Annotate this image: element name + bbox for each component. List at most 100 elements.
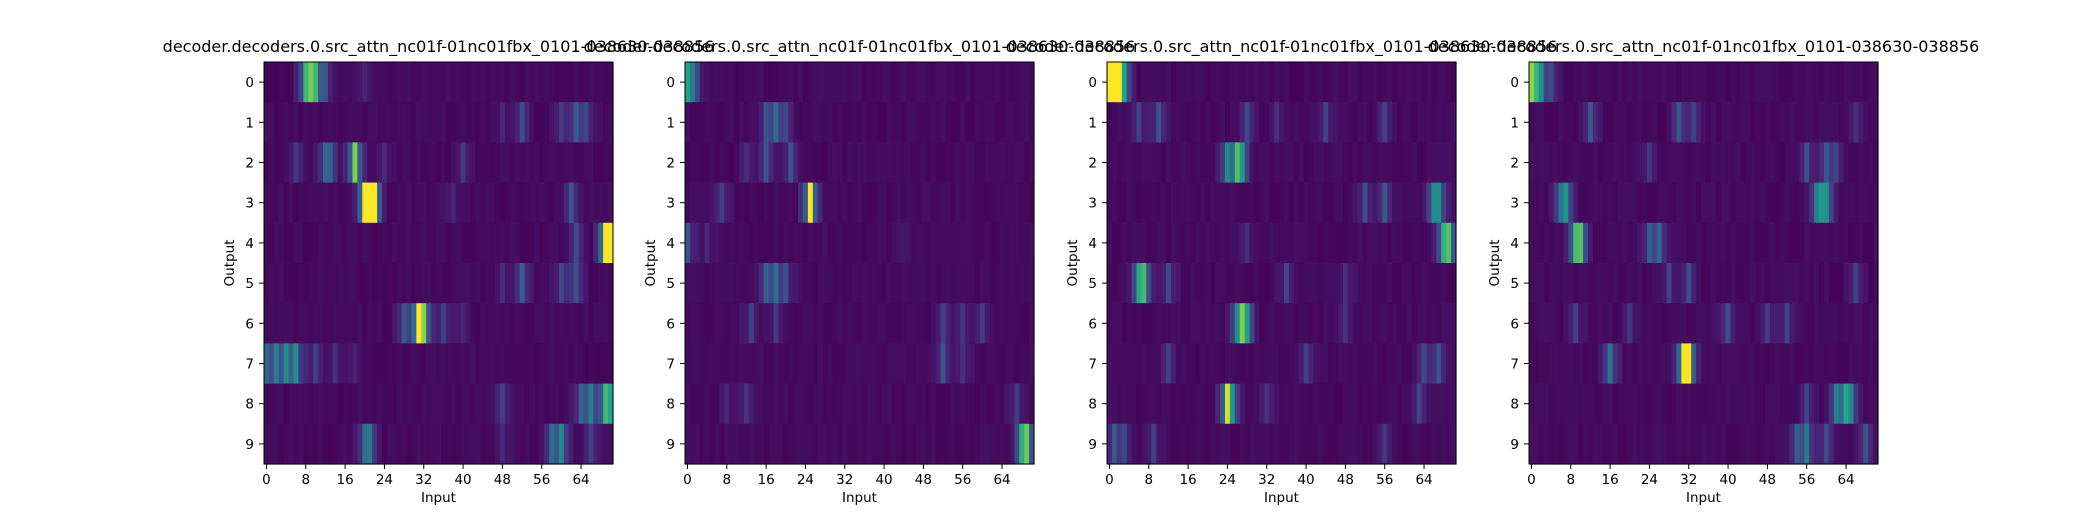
heatmap-cell <box>460 423 467 465</box>
heatmap-cell <box>1701 343 1707 385</box>
heatmap-cell <box>1755 222 1761 264</box>
heatmap-cell <box>367 222 373 264</box>
heatmap-cell <box>1617 423 1623 465</box>
heatmap-cell <box>812 303 819 344</box>
heatmap-cell <box>1411 102 1418 143</box>
heatmap-cell <box>1161 423 1167 465</box>
heatmap-cell <box>357 182 363 224</box>
heatmap-cell <box>1146 263 1152 304</box>
heatmap-cell <box>1401 423 1408 465</box>
heatmap-cell <box>1745 423 1751 465</box>
heatmap-cell <box>1676 383 1682 425</box>
heatmap-cell <box>955 423 961 465</box>
heatmap-cell <box>1740 423 1746 465</box>
heatmap-cell <box>955 343 961 385</box>
heatmap-cell <box>1205 222 1211 264</box>
heatmap-cell <box>1416 263 1423 304</box>
heatmap-cell <box>1617 142 1623 184</box>
heatmap-cell <box>1239 222 1246 264</box>
heatmap-cell <box>475 383 481 425</box>
heatmap-cell <box>293 343 300 385</box>
heatmap-cell <box>1387 303 1393 344</box>
heatmap-cell <box>768 423 775 465</box>
heatmap-cell <box>1583 343 1589 385</box>
heatmap-cell <box>1293 182 1300 224</box>
heatmap-cell <box>288 343 295 385</box>
heatmap-cell <box>337 263 344 304</box>
heatmap-cell <box>1838 343 1845 385</box>
heatmap-cell <box>1401 303 1408 344</box>
heatmap-cell <box>1333 222 1339 264</box>
heatmap-cell <box>802 303 809 344</box>
heatmap-cell <box>372 222 378 264</box>
heatmap-cell <box>852 383 858 425</box>
heatmap-cell <box>1195 303 1201 344</box>
heatmap-cell <box>1548 102 1555 143</box>
heatmap-cell <box>999 102 1006 143</box>
heatmap-cell <box>1161 222 1167 264</box>
heatmap-cell <box>372 142 378 184</box>
heatmap-cell <box>342 102 349 143</box>
heatmap-cell <box>544 102 550 143</box>
heatmap-cell <box>460 142 467 184</box>
heatmap-cell <box>748 142 755 184</box>
heatmap-cell <box>1573 343 1579 385</box>
heatmap-cell <box>1357 423 1364 465</box>
heatmap-cell <box>1274 102 1280 143</box>
heatmap-cell <box>303 182 309 224</box>
heatmap-cell <box>1597 343 1604 385</box>
heatmap-cell <box>758 62 765 103</box>
heatmap-cell <box>1264 102 1270 143</box>
heatmap-cell <box>1592 62 1599 103</box>
heatmap-cell <box>465 222 472 264</box>
heatmap-cell <box>475 182 481 224</box>
heatmap-cell <box>994 182 1001 224</box>
heatmap-cell <box>1333 343 1339 385</box>
heatmap-cell <box>1323 383 1329 425</box>
heatmap-cell <box>1229 62 1236 103</box>
heatmap-cell <box>1151 263 1157 304</box>
y-tick-label: 3 <box>1088 196 1097 212</box>
heatmap-cell <box>1573 182 1579 224</box>
heatmap-cell <box>421 182 427 224</box>
heatmap-cell <box>916 62 922 103</box>
heatmap-cell <box>1833 423 1840 465</box>
heatmap-cell <box>689 423 696 465</box>
heatmap-cell <box>278 102 285 143</box>
heatmap-cell <box>1548 62 1555 103</box>
heatmap-cell <box>832 263 838 304</box>
heatmap-cell <box>694 263 701 304</box>
heatmap-cell <box>994 343 1001 385</box>
heatmap-cell <box>984 222 991 264</box>
heatmap-cell <box>352 62 358 103</box>
heatmap-cell <box>303 423 309 465</box>
heatmap-cell <box>773 102 779 143</box>
heatmap-cell <box>1622 102 1628 143</box>
heatmap-cell <box>264 102 270 143</box>
heatmap-cell <box>817 182 824 224</box>
heatmap-cell <box>783 62 789 103</box>
heatmap-cell <box>719 343 725 385</box>
heatmap-cell <box>1779 423 1786 465</box>
heatmap-cell <box>1853 423 1859 465</box>
heatmap-cell <box>563 142 570 184</box>
heatmap-cell <box>362 423 368 465</box>
heatmap-cell <box>1126 62 1133 103</box>
heatmap-cell <box>1264 343 1270 385</box>
heatmap-cell <box>470 383 476 425</box>
heatmap-cell <box>1863 102 1869 143</box>
heatmap-cell <box>798 263 804 304</box>
heatmap-cell <box>396 182 403 224</box>
heatmap-cell <box>1823 142 1830 184</box>
heatmap-cell <box>842 62 848 103</box>
heatmap-cell <box>539 102 545 143</box>
heatmap-cell <box>788 383 794 425</box>
heatmap-cell <box>1347 423 1354 465</box>
heatmap-cell <box>1205 343 1211 385</box>
heatmap-cell <box>568 383 575 425</box>
heatmap-cell <box>739 182 745 224</box>
heatmap-cell <box>1858 423 1864 465</box>
heatmap-cell <box>332 263 339 304</box>
heatmap-cell <box>930 343 937 385</box>
heatmap-cell <box>1607 263 1614 304</box>
